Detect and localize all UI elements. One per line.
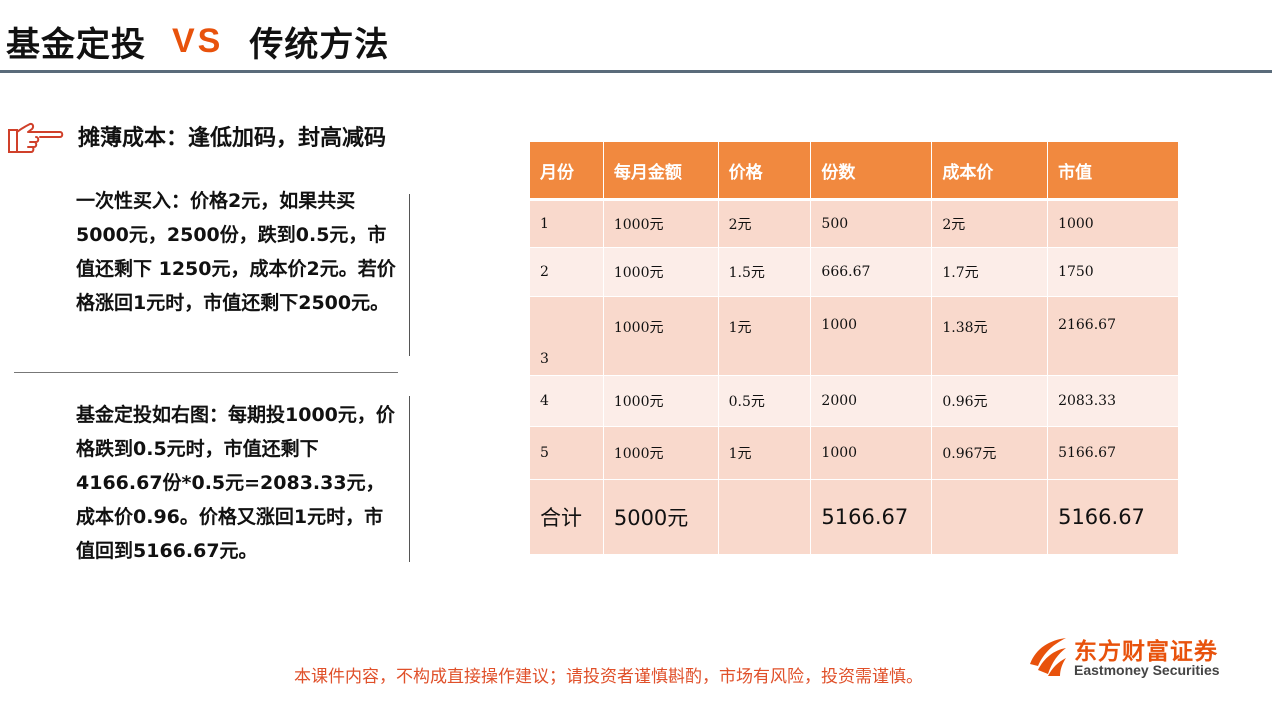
table-cell: 4 [529,375,604,427]
table-row: 4 1000元 0.5元 2000 0.96元 2083.33 [529,375,1179,427]
table-cell: 2083.33 [1047,375,1179,427]
table-cell: 1750 [1047,247,1179,297]
table-cell: 2166.67 [1047,296,1179,376]
vertical-divider [409,194,410,356]
table-cell: 1.38元 [931,296,1049,376]
table-header-cell: 每月金额 [602,142,719,201]
title-right: 传统方法 [249,24,390,65]
table-cell [931,479,1049,554]
table-cell [717,479,812,554]
vertical-divider [409,396,410,562]
table-cell: 5166.67 [810,479,933,554]
investment-table: 月份 每月金额 价格 份数 成本价 市值 1 1000元 2元 500 2元 1… [529,142,1179,554]
table-cell: 5166.67 [1047,479,1179,554]
table-cell: 1000 [810,296,933,376]
table-cell: 2元 [717,199,812,248]
table-header-cell: 月份 [529,142,604,201]
table-total-row: 合计 5000元 5166.67 5166.67 [529,479,1179,554]
table-cell: 2元 [931,199,1049,248]
table-row: 2 1000元 1.5元 666.67 1.7元 1750 [529,247,1179,297]
table-cell: 2000 [810,375,933,427]
table-cell: 3 [529,296,604,376]
table-header-cell: 市值 [1047,142,1179,201]
table-cell: 5000元 [602,479,719,554]
table-cell: 1000 [810,426,933,480]
table-cell: 2 [529,247,604,297]
table-header-cell: 份数 [810,142,933,201]
horizontal-divider [14,372,398,373]
table-cell: 666.67 [810,247,933,297]
title-vs: VS [172,21,224,60]
table-cell: 合计 [529,479,604,554]
eastmoney-logo: 东方财富证券 Eastmoney Securities [1026,632,1256,682]
table-cell: 1000元 [602,247,719,297]
pointing-hand-icon [8,122,64,153]
title-left: 基金定投 [6,24,146,65]
subtitle: 摊薄成本：逢低加码，封高减码 [78,126,387,151]
title-divider [0,70,1272,73]
disclaimer-text: 本课件内容，不构成直接操作建议；请投资者谨慎斟酌，市场有风险，投资需谨慎。 [294,667,923,687]
table-cell: 0.5元 [717,375,812,427]
table-cell: 1元 [717,296,812,376]
logo-en-text: Eastmoney Securities [1074,662,1220,678]
table-cell: 1000元 [602,426,719,480]
table-cell: 1.7元 [931,247,1049,297]
table-cell: 0.967元 [931,426,1049,480]
table-cell: 1元 [717,426,812,480]
paragraph-lump-sum: 一次性买入：价格2元，如果共买5000元，2500份，跌到0.5元，市值还剩下 … [76,190,396,314]
table-cell: 1000元 [602,199,719,248]
eastmoney-logo-icon [1030,638,1066,676]
table-cell: 500 [810,199,933,248]
logo-cn-text: 东方财富证券 [1074,639,1218,665]
table-cell: 1000元 [602,375,719,427]
table-cell: 1 [529,199,604,248]
table-row: 5 1000元 1元 1000 0.967元 5166.67 [529,426,1179,480]
table-row: 1 1000元 2元 500 2元 1000 [529,199,1179,248]
table-cell: 5 [529,426,604,480]
table-cell: 1000 [1047,199,1179,248]
table-cell: 5166.67 [1047,426,1179,480]
paragraph-fixed-investment: 基金定投如右图：每期投1000元，价格跌到0.5元时，市值还剩下4166.67份… [76,404,395,562]
table-cell: 0.96元 [931,375,1049,427]
page-title: 基金定投 VS 传统方法 [6,16,389,66]
table-cell: 1.5元 [717,247,812,297]
table-cell: 1000元 [602,296,719,376]
table-row: 3 1000元 1元 1000 1.38元 2166.67 [529,296,1179,376]
table-header-row: 月份 每月金额 价格 份数 成本价 市值 [529,142,1179,201]
table-header-cell: 成本价 [931,142,1049,201]
table-header-cell: 价格 [717,142,812,201]
